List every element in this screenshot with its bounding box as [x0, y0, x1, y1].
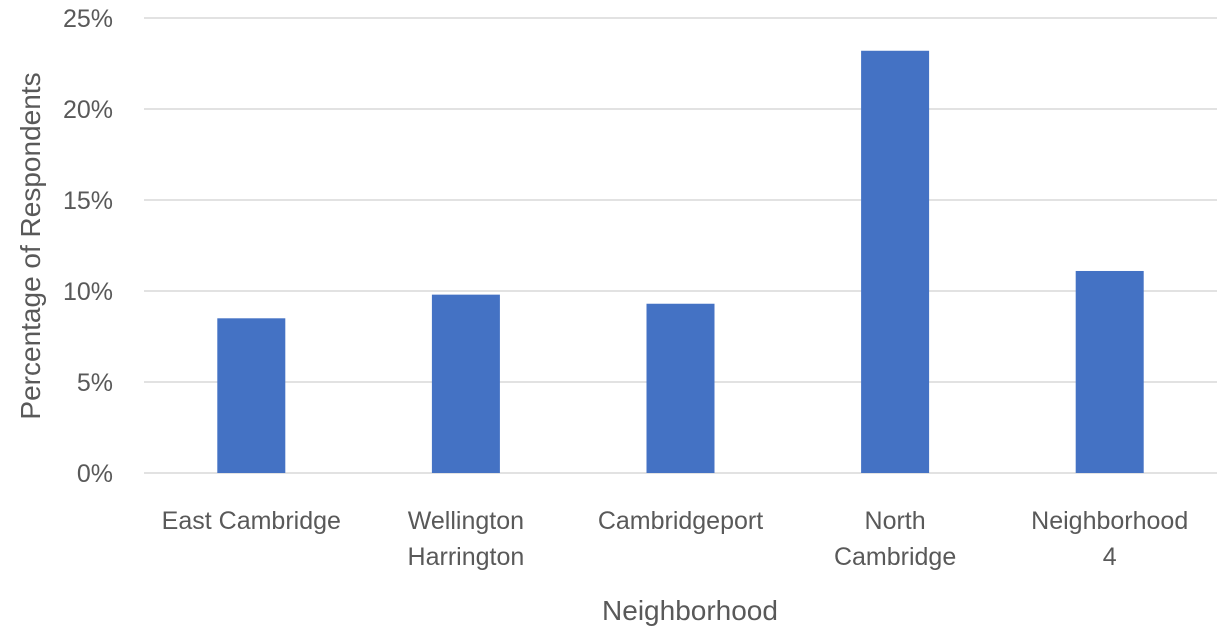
y-tick-label: 10% — [63, 278, 113, 306]
bar — [861, 50, 930, 473]
x-category-label: East Cambridge — [162, 507, 341, 535]
bar — [1075, 270, 1144, 473]
x-axis-title: Neighborhood — [602, 595, 778, 626]
x-category-label: Wellington Harrington — [408, 507, 525, 571]
bars — [217, 50, 1144, 473]
x-category-label: Cambridgeport — [598, 507, 763, 535]
y-axis-title: Percentage of Respondents — [15, 72, 46, 419]
y-tick-label: 0% — [77, 460, 113, 488]
x-axis-categories: East Cambridge Wellington Harrington Cambri… — [162, 507, 1189, 571]
y-tick-label: 5% — [77, 369, 113, 397]
y-tick-label: 20% — [63, 96, 113, 124]
bar — [646, 303, 715, 473]
y-tick-label: 15% — [63, 187, 113, 215]
y-tick-label: 25% — [63, 5, 113, 33]
bar — [217, 318, 286, 473]
gridlines — [144, 17, 1217, 474]
x-category-label: North Cambridge — [834, 507, 956, 571]
bar — [431, 294, 500, 473]
x-category-label: Neighborhood 4 — [1031, 507, 1188, 571]
y-axis-ticks: 0% 5% 10% 15% 20% 25% — [63, 5, 113, 488]
